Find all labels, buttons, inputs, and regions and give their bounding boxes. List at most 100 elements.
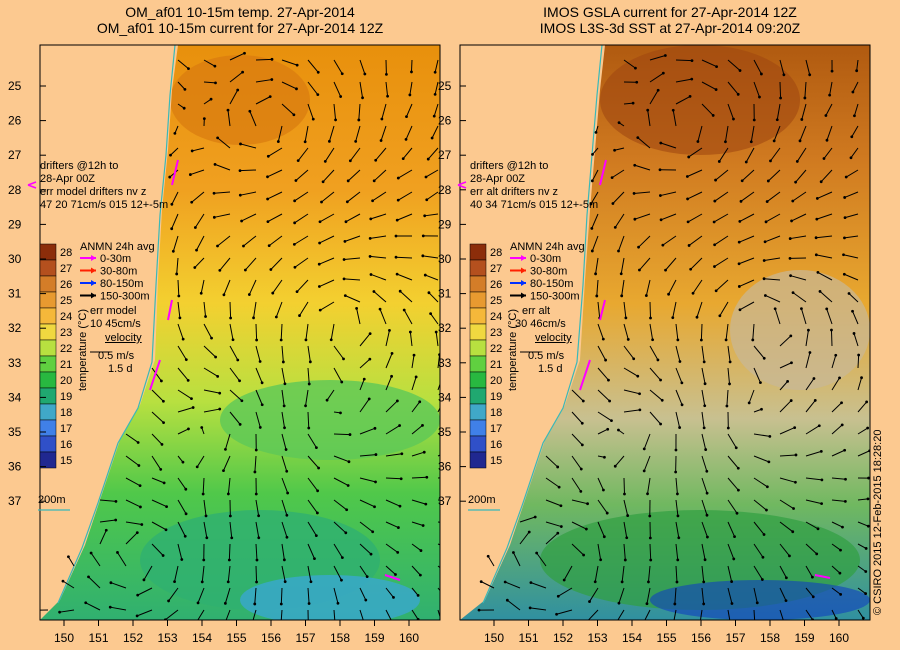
current-arrow bbox=[307, 477, 319, 492]
current-arrowhead bbox=[139, 505, 142, 509]
current-arrowhead bbox=[404, 138, 408, 141]
current-arrow bbox=[197, 587, 205, 604]
current-arrow bbox=[177, 389, 192, 400]
current-arrowhead bbox=[607, 378, 610, 382]
current-arrowhead bbox=[605, 511, 609, 515]
current-arrow bbox=[638, 235, 651, 248]
current-arrowhead bbox=[786, 379, 790, 383]
current-arrowhead bbox=[260, 403, 264, 407]
current-arrow bbox=[614, 455, 625, 467]
current-arrow bbox=[571, 455, 582, 470]
current-arrow bbox=[344, 257, 361, 261]
current-arrowhead bbox=[588, 600, 591, 603]
left-colorbar: 28 27 26 25 24 23 22 21 20 19 18 17 16 15 temperature … bbox=[39, 243, 89, 469]
current-arrow bbox=[229, 411, 241, 425]
current-arrowhead bbox=[825, 307, 829, 311]
current-arrowhead bbox=[398, 504, 402, 508]
current-arrow bbox=[799, 125, 807, 142]
current-arrow bbox=[428, 292, 439, 303]
current-arrow bbox=[385, 521, 399, 529]
current-arrowhead bbox=[834, 617, 838, 620]
current-arrowhead bbox=[735, 511, 739, 515]
current-arrow bbox=[224, 433, 231, 450]
current-arrowhead bbox=[274, 315, 278, 319]
current-arrow bbox=[151, 411, 164, 424]
current-arrow bbox=[281, 521, 288, 538]
current-arrowhead bbox=[685, 175, 689, 178]
current-arrow bbox=[843, 254, 859, 259]
current-arrowhead bbox=[311, 117, 315, 121]
current-arrowhead bbox=[190, 200, 194, 204]
colorbar-tick: 28 bbox=[60, 247, 72, 259]
current-arrowhead bbox=[183, 534, 187, 538]
current-arrowhead bbox=[589, 202, 593, 206]
current-arrowhead bbox=[660, 398, 664, 402]
copyright-label: © CSIRO 2015 12-Feb-2015 18:28:20 bbox=[872, 429, 884, 615]
current-arrowhead bbox=[104, 528, 108, 532]
current-arrow bbox=[589, 587, 599, 602]
current-arrow bbox=[434, 81, 439, 95]
current-arrowhead bbox=[421, 234, 425, 238]
current-arrow bbox=[372, 191, 387, 202]
current-arrow bbox=[270, 257, 283, 270]
current-arrow bbox=[255, 521, 260, 538]
current-arrow bbox=[844, 235, 859, 239]
current-arrow bbox=[623, 301, 627, 318]
current-arrow bbox=[281, 81, 297, 90]
current-arrowhead bbox=[633, 217, 637, 221]
current-arrow bbox=[779, 543, 790, 557]
current-arrow bbox=[307, 521, 317, 536]
current-arrow bbox=[646, 587, 651, 604]
current-arrow bbox=[137, 587, 153, 596]
current-arrowhead bbox=[187, 427, 190, 431]
current-arrowhead bbox=[374, 158, 378, 162]
current-arrowhead bbox=[696, 140, 700, 143]
current-arrowhead bbox=[218, 391, 222, 395]
current-arrowhead bbox=[732, 117, 735, 121]
current-arrowhead bbox=[477, 608, 481, 612]
current-arrow bbox=[125, 455, 140, 466]
current-arrowhead bbox=[703, 382, 707, 386]
colorbar-tick: 20 bbox=[490, 375, 502, 387]
colorbar-axis-label: temperature (°C) bbox=[507, 309, 519, 391]
current-arrow bbox=[831, 499, 846, 502]
current-arrow bbox=[190, 169, 205, 176]
left-scale-ms: 0.5 m/s bbox=[98, 350, 135, 362]
current-arrowhead bbox=[844, 175, 848, 179]
current-arrow bbox=[294, 213, 309, 224]
current-arrow bbox=[307, 345, 311, 362]
current-arrowhead bbox=[760, 407, 763, 411]
current-arrowhead bbox=[661, 243, 665, 247]
current-arrow bbox=[307, 455, 319, 469]
current-arrowhead bbox=[792, 507, 795, 510]
current-arrowhead bbox=[659, 422, 662, 426]
current-arrow bbox=[643, 433, 651, 450]
colorbar-tick: 22 bbox=[60, 343, 72, 355]
current-arrow bbox=[675, 345, 681, 362]
current-arrow bbox=[197, 609, 205, 620]
current-arrowhead bbox=[857, 353, 861, 357]
current-arrowhead bbox=[419, 549, 423, 552]
current-arrow bbox=[545, 455, 559, 468]
current-arrow bbox=[437, 406, 440, 413]
current-arrow bbox=[240, 143, 257, 149]
current-arrowhead bbox=[624, 316, 628, 320]
current-arrowhead bbox=[317, 262, 321, 266]
current-arrow bbox=[347, 169, 361, 182]
current-arrowhead bbox=[633, 163, 637, 167]
current-arrowhead bbox=[348, 433, 352, 436]
current-arrowhead bbox=[724, 140, 727, 144]
current-arrowhead bbox=[678, 426, 682, 429]
current-arrow bbox=[143, 565, 153, 581]
current-arrowhead bbox=[840, 401, 843, 405]
current-arrow bbox=[597, 499, 608, 514]
current-arrowhead bbox=[395, 218, 399, 222]
current-arrow bbox=[701, 543, 706, 560]
current-arrowhead bbox=[187, 67, 190, 71]
current-arrowhead bbox=[590, 179, 594, 183]
current-arrow bbox=[804, 81, 807, 98]
current-arrow bbox=[281, 543, 285, 560]
current-arrow bbox=[857, 401, 868, 413]
current-arrow bbox=[829, 81, 833, 96]
current-arrowhead bbox=[240, 399, 244, 403]
